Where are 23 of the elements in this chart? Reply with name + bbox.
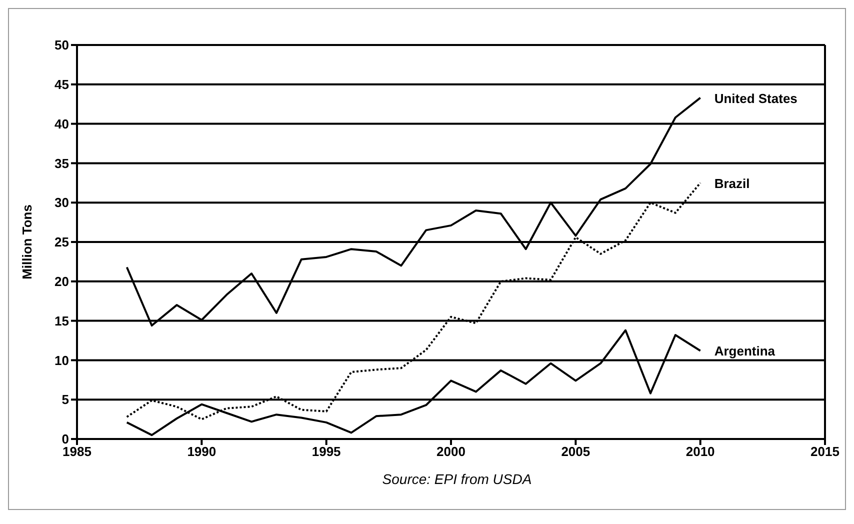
x-tick-label: 1985 xyxy=(62,444,92,460)
y-tick-label: 15 xyxy=(54,313,69,328)
x-tick-label: 2005 xyxy=(561,444,590,460)
y-axis-title: Million Tons xyxy=(20,204,35,280)
x-tick-label: 1995 xyxy=(312,444,341,460)
series-label: Brazil xyxy=(714,176,750,191)
y-tick-label: 30 xyxy=(54,195,69,210)
x-tick-label: 2015 xyxy=(810,444,840,460)
x-tick-label: 1990 xyxy=(187,444,216,460)
x-tick-label: 2010 xyxy=(686,444,715,460)
y-tick-label: 40 xyxy=(54,116,69,132)
source-note: Source: EPI from USDA xyxy=(381,471,533,487)
y-tick-label: 50 xyxy=(54,38,69,53)
y-tick-label: 10 xyxy=(54,352,69,368)
y-tick-label: 45 xyxy=(54,77,69,92)
x-tick-label: 2000 xyxy=(436,444,466,460)
y-tick-label: 35 xyxy=(54,156,69,171)
series-label: United States xyxy=(714,90,798,106)
y-tick-label: 25 xyxy=(54,234,69,250)
series-label: Argentina xyxy=(714,344,776,359)
y-tick-label: 20 xyxy=(54,274,69,290)
y-tick-label: 5 xyxy=(62,392,69,408)
y-tick-label: 0 xyxy=(62,432,69,447)
